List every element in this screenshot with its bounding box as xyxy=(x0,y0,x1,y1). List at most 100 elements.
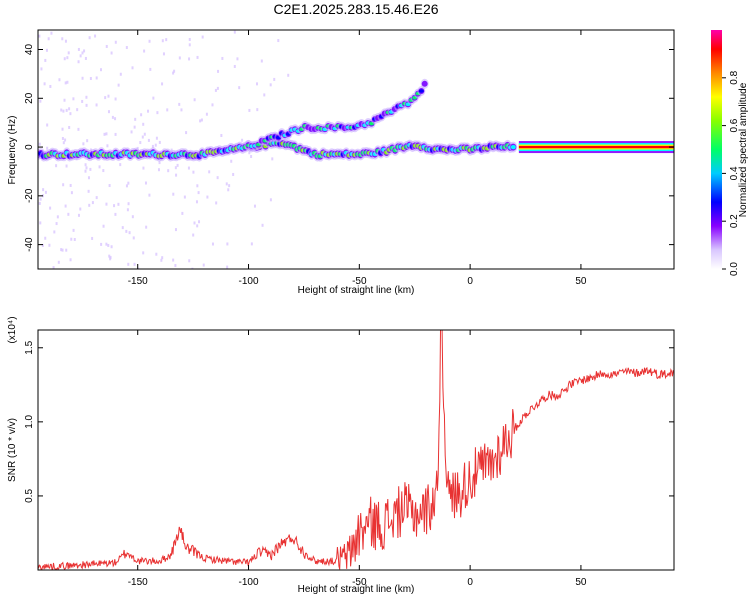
spectrogram-speckle xyxy=(67,51,70,55)
spectrogram-speckle xyxy=(85,95,88,99)
colorbar-tick-label: 0.8 xyxy=(729,70,740,84)
spectrogram-speckle xyxy=(58,78,61,82)
spectrogram-speckle xyxy=(81,51,84,55)
spectrogram-speckle xyxy=(82,142,85,146)
snr-series-line xyxy=(38,330,674,570)
spectrogram-speckle xyxy=(161,39,164,43)
spectrogram-speckle xyxy=(69,183,72,187)
spectrogram-x-tick-label: -50 xyxy=(352,276,367,287)
spectrogram-speckle xyxy=(108,254,111,258)
colorbar-gradient xyxy=(711,30,722,269)
spectrogram-speckle xyxy=(157,168,160,172)
snr-x-tick-label: -50 xyxy=(352,577,367,588)
spectrogram-speckle xyxy=(277,39,280,43)
spectrogram-speckle xyxy=(197,191,200,195)
spectrogram-speckle xyxy=(98,165,101,169)
spectrogram-speckle xyxy=(69,112,72,116)
spectrogram-speckle xyxy=(61,136,64,140)
snr-frame xyxy=(37,329,675,571)
spectrogram-speckle xyxy=(256,108,259,112)
spectrogram-speckle xyxy=(131,215,134,219)
colorbar-tick-label: 0.2 xyxy=(729,214,740,228)
spectrogram-speckle xyxy=(70,191,73,195)
spectrogram-speckle xyxy=(125,229,128,233)
spectrogram-speckle xyxy=(49,206,52,210)
spectrogram-speckle xyxy=(106,144,109,148)
spectrogram-speckle xyxy=(196,184,199,188)
spectrogram-speckle xyxy=(110,51,113,55)
spectrogram-speckle xyxy=(167,169,170,173)
spectrogram-speckle xyxy=(109,257,112,261)
spectrogram-speckle xyxy=(49,84,52,88)
spectrogram-speckle xyxy=(76,108,79,112)
spectrogram-speckle xyxy=(155,252,158,256)
spectrogram-speckle xyxy=(221,56,224,60)
spectrogram-speckle xyxy=(161,256,164,260)
spectrogram-speckle xyxy=(226,242,229,246)
spectrogram-speckle xyxy=(269,198,272,202)
snr-x-tick-label: -150 xyxy=(128,577,148,588)
spectrogram-speckle xyxy=(174,228,177,232)
spectrogram-speckle xyxy=(61,37,64,41)
spectrogram-speckle xyxy=(144,181,147,185)
spectrogram-speckle xyxy=(271,157,274,161)
spectrogram-speckle xyxy=(142,166,145,170)
spectrogram-speckle xyxy=(181,211,184,215)
spectrogram-speckle xyxy=(130,130,133,134)
spectrogram-speckle xyxy=(77,127,80,131)
spectrogram-x-tick-label: -150 xyxy=(128,276,148,287)
spectrogram-y-tick-label: 20 xyxy=(24,92,35,104)
spectrogram-speckle xyxy=(56,215,59,219)
spectrogram-speckle xyxy=(83,49,86,53)
spectrogram-speckle xyxy=(143,132,146,136)
spectrogram-speckle xyxy=(185,131,188,135)
spectrogram-speckle xyxy=(40,67,43,71)
spectrogram-speckle xyxy=(99,68,102,72)
spectrogram-speckle xyxy=(88,36,91,40)
spectrogram-speckle xyxy=(64,81,67,85)
spectrogram-speckle xyxy=(63,57,66,61)
spectrogram-speckle xyxy=(43,82,46,86)
spectrogram-speckle xyxy=(263,93,266,97)
spectrogram-speckle xyxy=(107,243,110,247)
spectrogram-frame xyxy=(37,29,675,270)
spectrogram-speckle xyxy=(84,163,87,167)
spectrogram-y-tick-label: 40 xyxy=(24,44,35,56)
spectrogram-speckle xyxy=(114,97,117,101)
spectrogram-speckle xyxy=(107,94,110,98)
spectrogram-speckle xyxy=(47,37,50,41)
spectrogram-speckle xyxy=(187,166,190,170)
spectrogram-speckle xyxy=(95,76,98,80)
spectrogram-speckle xyxy=(105,44,108,48)
spectrogram-speckle xyxy=(105,202,108,206)
spectrogram-speckle xyxy=(233,64,236,68)
spectrogram-speckle xyxy=(68,125,71,129)
spectrogram-speckle xyxy=(227,188,230,192)
spectrogram-speckle xyxy=(132,236,135,240)
spectrogram-speckle xyxy=(211,103,214,107)
spectrogram-speckle xyxy=(95,103,98,107)
spectrogram-speckle xyxy=(216,86,219,90)
spectrogram-speckle xyxy=(113,204,116,208)
spectrogram-speckle xyxy=(195,200,198,204)
spectrogram-speckle xyxy=(68,107,71,111)
spectrogram-speckle xyxy=(77,213,80,217)
spectrogram-speckle xyxy=(147,109,150,113)
spectrogram-band-cell xyxy=(421,80,428,87)
spectrogram-speckle xyxy=(162,52,165,56)
spectrogram-speckle xyxy=(175,173,178,177)
snr-y-units-label: (x10⁴) xyxy=(7,316,18,343)
spectrogram-speckle xyxy=(46,123,49,127)
spectrogram-speckle xyxy=(143,49,146,53)
spectrogram-speckle xyxy=(147,138,150,142)
spectrogram-speckle xyxy=(205,112,208,116)
spectrogram-speckle xyxy=(60,248,63,252)
spectrogram-speckle xyxy=(148,193,151,197)
spectrogram-y-ticks: -40 -20 0 20 40 xyxy=(24,44,674,252)
spectrogram-speckle xyxy=(133,125,136,129)
spectrogram-speckle xyxy=(250,242,253,246)
spectrogram-speckle xyxy=(125,46,128,50)
spectrogram-speckle xyxy=(50,31,53,35)
spectrogram-speckle xyxy=(233,30,236,34)
